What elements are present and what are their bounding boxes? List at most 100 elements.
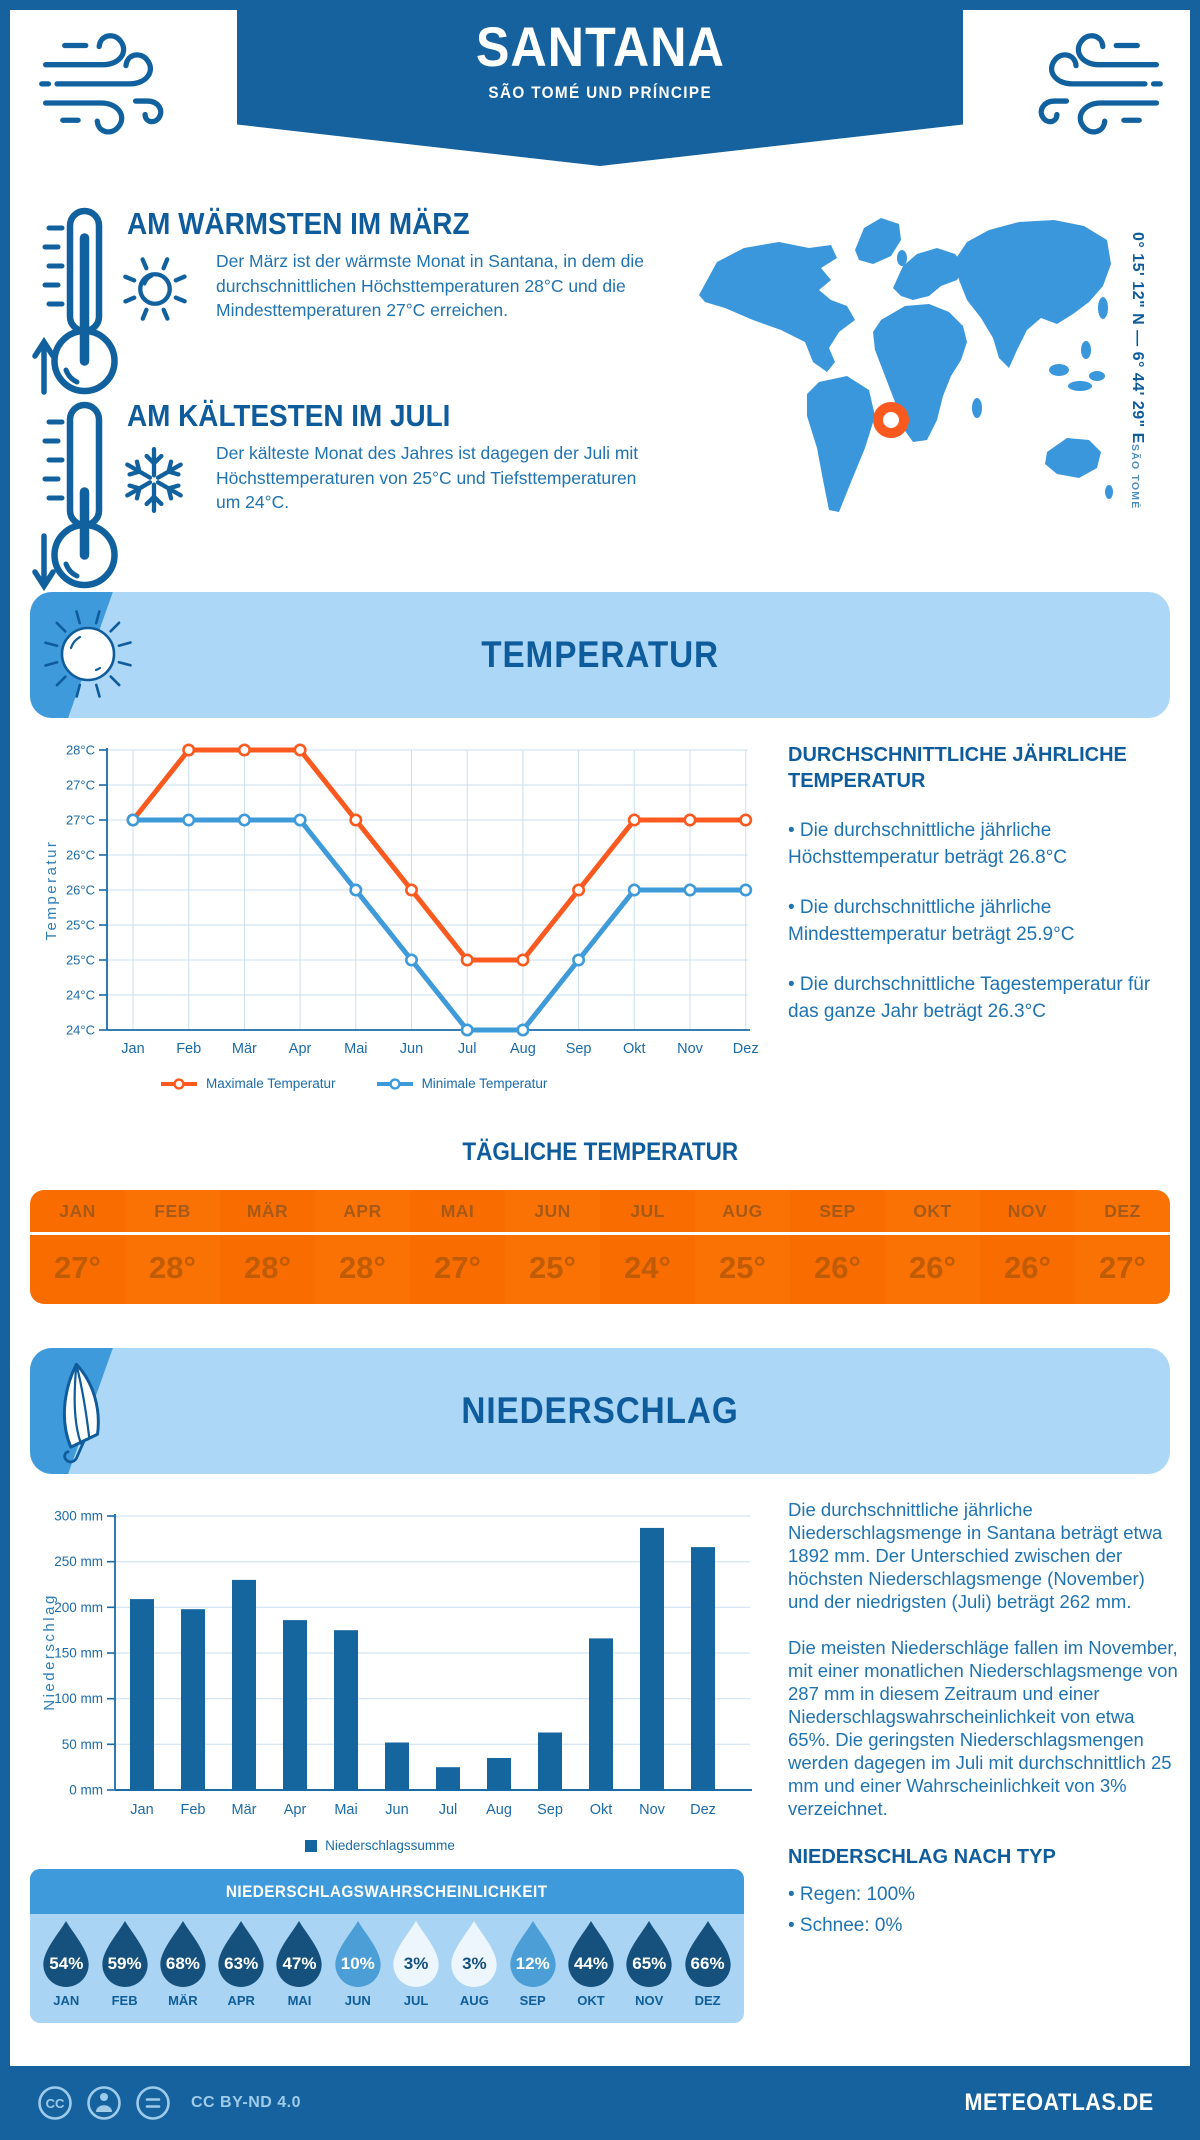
map-australia xyxy=(1045,438,1101,478)
raindrop-icon xyxy=(626,1921,672,1987)
svg-text:Aug: Aug xyxy=(510,1041,536,1057)
map-south-america xyxy=(807,376,875,512)
temperature-line-chart: 28°C 27°C 27°C 26°C 26°C 25°C 25°C 24°C 24°C Jan F… xyxy=(43,743,759,1058)
probability-value: 3% xyxy=(462,1954,487,1973)
probability-drop: 59% FEB xyxy=(97,1921,153,2008)
probability-value: 10% xyxy=(340,1954,375,1973)
svg-text:24°C: 24°C xyxy=(66,988,95,1003)
brand-label-text: METEOATLAS.DE xyxy=(964,2089,1154,2116)
footer: CC CC BY-ND 4.0 METEOATLAS.DE xyxy=(0,2066,1200,2140)
probability-value: 44% xyxy=(573,1954,608,1973)
daily-temp-cell: APR 28° xyxy=(315,1190,410,1304)
table-separator xyxy=(30,1232,1170,1235)
probability-drops-row: 54% JAN 59% FEB 68% MÄR 63% APR 47% MAI … xyxy=(30,1914,744,2008)
svg-text:Apr: Apr xyxy=(284,1802,307,1818)
probability-value: 68% xyxy=(165,1954,200,1973)
snowflake-icon xyxy=(125,447,183,513)
license-label: CC BY-ND 4.0 xyxy=(191,2094,302,2111)
daily-temp-cell: AUG 25° xyxy=(695,1190,790,1304)
probability-drop: 54% JAN xyxy=(38,1921,94,2008)
page-title: SANTANA xyxy=(462,16,739,78)
precipitation-chart-legend: Niederschlagssumme xyxy=(40,1838,720,1853)
warmest-text: Der März ist der wärmste Monat in Santan… xyxy=(216,251,644,320)
daily-temp-value: 26° xyxy=(1004,1250,1051,1285)
probability-value: 66% xyxy=(690,1954,725,1973)
daily-temp-month: FEB xyxy=(154,1200,191,1221)
probability-drop: 3% AUG xyxy=(446,1921,502,2008)
precipitation-section-title: NIEDERSCHLAG xyxy=(30,1348,1170,1474)
raindrop-icon xyxy=(510,1921,556,1987)
sun-icon xyxy=(123,257,187,321)
probability-month: APR xyxy=(227,1993,255,2008)
precipitation-by-type-heading: NIEDERSCHLAG NACH TYP xyxy=(788,1846,1056,1868)
no-derivatives-icon xyxy=(136,2086,170,2120)
daily-temp-month: MAI xyxy=(440,1200,475,1221)
legend-label: Maximale Temperatur xyxy=(206,1076,336,1091)
raindrop-icon xyxy=(276,1921,323,1987)
probability-month: DEZ xyxy=(694,1993,721,2008)
raindrop-icon xyxy=(101,1921,148,1987)
probability-drop: 44% OKT xyxy=(563,1921,619,2008)
probability-value: 47% xyxy=(282,1954,317,1973)
map-europe xyxy=(893,248,965,300)
raindrop-icon xyxy=(393,1921,439,1987)
temperature-section-title: TEMPERATUR xyxy=(30,592,1170,718)
precipitation-type-bullet: • Schnee: 0% xyxy=(788,1915,903,1936)
umbrella-icon xyxy=(62,1362,100,1464)
svg-text:Jul: Jul xyxy=(458,1041,477,1057)
daily-temp-value: 27° xyxy=(434,1250,481,1285)
wind-icon xyxy=(39,33,164,135)
svg-text:Nov: Nov xyxy=(639,1802,666,1818)
svg-text:Jun: Jun xyxy=(385,1802,408,1818)
svg-text:Jun: Jun xyxy=(400,1041,423,1057)
daily-temperature-title: TÄGLICHE TEMPERATUR xyxy=(0,1138,1200,1167)
svg-text:Okt: Okt xyxy=(590,1802,613,1818)
annual-bullet: • Die durchschnittliche Tagestemperatur … xyxy=(788,974,1151,1022)
raindrop-icon xyxy=(451,1921,498,1987)
raindrop-icon xyxy=(684,1921,731,1987)
coldest-text: Der kälteste Monat des Jahres ist dagege… xyxy=(216,443,639,512)
svg-text:Mai: Mai xyxy=(344,1041,367,1057)
location-marker xyxy=(873,402,909,438)
svg-text:300 mm: 300 mm xyxy=(54,1509,103,1524)
probability-drop: 63% APR xyxy=(213,1921,269,2008)
daily-temp-value: 26° xyxy=(814,1250,861,1285)
svg-text:50 mm: 50 mm xyxy=(62,1737,103,1752)
precipitation-text-panel: Die durchschnittliche jährliche Niedersc… xyxy=(788,1498,1180,1941)
thermometer-up-icon xyxy=(32,207,118,395)
raindrop-icon xyxy=(160,1921,206,1987)
svg-text:25°C: 25°C xyxy=(66,918,95,933)
geo-coordinates: 0° 15' 12" N — 6° 44' 29" E SÃO TOMÉ xyxy=(1128,232,1146,572)
daily-temp-month: JUL xyxy=(630,1200,665,1221)
daily-temp-month: OKT xyxy=(913,1200,952,1221)
map-asia xyxy=(955,220,1111,368)
daily-temp-value: 25° xyxy=(719,1250,766,1285)
daily-temp-month: DEZ xyxy=(1104,1200,1141,1221)
probability-value: 54% xyxy=(49,1954,84,1973)
page-subtitle: SÃO TOMÉ UND PRÍNCIPE xyxy=(476,83,724,103)
daily-temp-value: 27° xyxy=(1099,1250,1146,1285)
svg-text:100 mm: 100 mm xyxy=(54,1691,103,1706)
probability-month: MÄR xyxy=(168,1993,198,2008)
probability-value: 65% xyxy=(632,1954,667,1973)
svg-text:Temperatur: Temperatur xyxy=(43,840,60,941)
probability-month: JUL xyxy=(403,1993,429,2008)
probability-title-text: NIEDERSCHLAGSWAHRSCHEINLICHKEIT xyxy=(226,1881,548,1901)
daily-temp-cell: JAN 27° xyxy=(30,1190,125,1304)
daily-temperature-table: JAN 27° FEB 28° MÄR 28° APR 28° MAI 27° … xyxy=(30,1190,1170,1304)
svg-text:27°C: 27°C xyxy=(66,813,95,828)
header-banner: SANTANA SÃO TOMÉ UND PRÍNCIPE xyxy=(237,0,963,166)
precipitation-section-title-text: NIEDERSCHLAG xyxy=(461,1390,739,1431)
svg-text:Nov: Nov xyxy=(677,1041,704,1057)
precipitation-type-bullet: • Regen: 100% xyxy=(788,1884,916,1905)
svg-text:Feb: Feb xyxy=(176,1041,201,1057)
annual-bullet: • Die durchschnittliche jährliche Mindes… xyxy=(788,897,1075,945)
probability-drop: 66% DEZ xyxy=(680,1921,736,2008)
probability-month: FEB xyxy=(111,1993,138,2008)
daily-temp-value: 28° xyxy=(244,1250,291,1285)
probability-drop: 10% JUN xyxy=(330,1921,386,2008)
place-label: SÃO TOMÉ xyxy=(1129,443,1141,510)
svg-text:150 mm: 150 mm xyxy=(54,1646,103,1661)
daily-temp-value: 27° xyxy=(54,1250,101,1285)
probability-month: MAI xyxy=(287,1993,312,2008)
